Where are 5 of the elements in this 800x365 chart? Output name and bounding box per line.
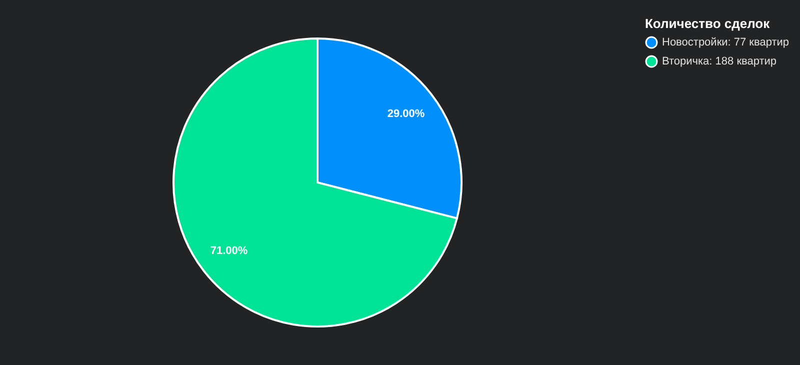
legend-title: Количество сделок — [645, 16, 770, 31]
data-label: 71.00% — [210, 245, 248, 258]
legend-label: Новостройки: 77 квартир — [662, 36, 790, 48]
data-label: 29.00% — [387, 108, 425, 120]
legend-label: Вторичка: 188 квартир — [662, 56, 777, 68]
